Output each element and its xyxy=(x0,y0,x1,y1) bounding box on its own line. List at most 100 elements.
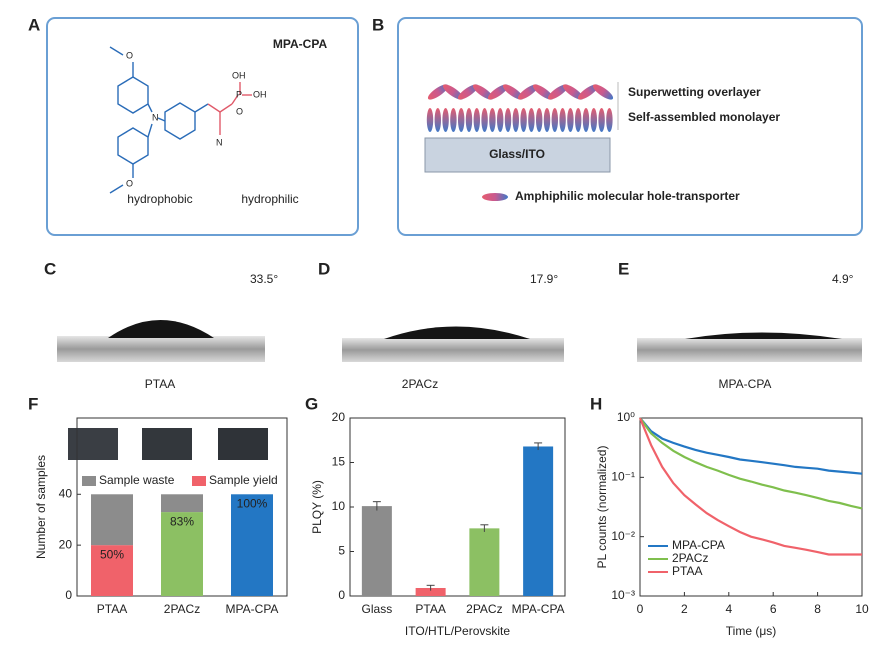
sam-molecule xyxy=(575,108,582,132)
molecule-hydrophilic xyxy=(207,82,252,135)
error-bar xyxy=(426,584,435,591)
sam-molecule xyxy=(551,108,558,132)
substrate xyxy=(342,338,564,362)
droplet xyxy=(685,332,842,339)
bar-segment xyxy=(161,512,203,596)
sam-molecule xyxy=(450,108,457,132)
decay-curve xyxy=(638,417,862,556)
substrate xyxy=(424,137,611,173)
legend-molecule xyxy=(482,193,508,201)
sam-molecule xyxy=(567,108,574,132)
atom-label: P xyxy=(236,89,242,99)
overlayer-molecule xyxy=(457,84,479,100)
x-tick-label: PTAA xyxy=(415,602,445,616)
legend-label: 2PACz xyxy=(672,551,708,565)
bar xyxy=(469,528,500,596)
atom-label: O xyxy=(126,50,133,60)
sam-molecule xyxy=(458,108,465,132)
bar-segment xyxy=(161,494,203,513)
y-tick-label: 20 xyxy=(332,410,346,424)
y-tick-label: 10 xyxy=(332,499,346,513)
legend-swatch xyxy=(82,476,96,486)
panel-frame xyxy=(46,17,359,236)
sam-molecule xyxy=(504,108,512,132)
substrate xyxy=(57,336,265,362)
sam-molecule xyxy=(426,108,434,132)
sam-molecule xyxy=(582,108,590,132)
error-bar xyxy=(372,501,381,511)
atom-label: O xyxy=(236,106,243,116)
y-tick-label: 5 xyxy=(338,544,345,558)
sam-molecule xyxy=(590,108,597,132)
panel-letter: A xyxy=(28,15,40,34)
x-tick-label: 10 xyxy=(855,602,869,616)
bar-segment xyxy=(91,545,133,596)
overlayer-molecule xyxy=(532,84,554,100)
sample-name: PTAA xyxy=(145,377,175,391)
x-tick-label: MPA-CPA xyxy=(512,602,565,616)
bar xyxy=(523,446,554,596)
y-tick-label: 0 xyxy=(338,588,345,602)
overlayer-molecule xyxy=(472,84,494,100)
bar xyxy=(361,506,392,596)
molecule-hydrophobic xyxy=(109,46,209,194)
panel-letter: F xyxy=(28,394,38,413)
legend-label: PTAA xyxy=(672,564,702,578)
sam-molecule xyxy=(536,108,543,132)
sam-molecule xyxy=(520,108,527,132)
overlayer-label: Superwetting overlayer xyxy=(628,85,761,99)
overlayer-molecule xyxy=(547,84,569,100)
monolayer-label: Self-assembled monolayer xyxy=(628,110,780,124)
error-bar xyxy=(534,442,543,451)
sam-molecule xyxy=(512,108,519,132)
decay-curve xyxy=(639,417,863,510)
panel-letter: C xyxy=(44,259,56,278)
x-tick-label: 2PACz xyxy=(164,602,200,616)
yield-label: 100% xyxy=(237,496,268,510)
x-tick-label: 6 xyxy=(770,602,777,616)
x-tick-label: 2PACz xyxy=(466,602,502,616)
error-bar xyxy=(480,524,489,532)
x-tick-label: 8 xyxy=(814,602,821,616)
x-axis-label: Time (μs) xyxy=(726,624,776,638)
y-tick-label: 10⁻³ xyxy=(611,588,635,602)
contact-angle: 33.5° xyxy=(250,272,278,286)
x-axis-label: ITO/HTL/Perovskite xyxy=(405,624,510,638)
sample-name: 2PACz xyxy=(402,377,438,391)
bar-segment xyxy=(91,494,133,546)
bar xyxy=(415,587,446,596)
hydrophilic-label: hydrophilic xyxy=(241,192,298,206)
sample-photo xyxy=(142,428,192,460)
droplet xyxy=(384,326,530,339)
sam-molecule xyxy=(559,108,566,132)
molecule-name: MPA-CPA xyxy=(273,37,328,51)
panel-letter: B xyxy=(372,15,384,34)
sam-molecule xyxy=(497,108,504,132)
y-tick-label: 15 xyxy=(332,455,346,469)
legend-label: Amphiphilic molecular hole-transporter xyxy=(515,189,740,203)
hydrophobic-label: hydrophobic xyxy=(127,192,192,206)
sam-molecule xyxy=(442,108,449,132)
y-axis-label: Number of samples xyxy=(34,455,48,559)
sam-molecule xyxy=(528,108,535,132)
atom-label: N xyxy=(216,137,223,147)
legend-label: MPA-CPA xyxy=(672,538,725,552)
sam-molecule xyxy=(465,108,473,132)
y-tick-label: 10⁻² xyxy=(611,529,635,543)
y-tick-label: 20 xyxy=(59,537,73,551)
decay-curve xyxy=(639,417,863,475)
bar-segment xyxy=(231,494,273,596)
substrate-label: Glass/ITO xyxy=(489,147,545,161)
legend-swatch xyxy=(192,476,206,486)
panel-frame xyxy=(397,17,863,236)
sample-name: MPA-CPA xyxy=(719,377,772,391)
overlayer-molecule xyxy=(517,84,539,100)
panel-letter: H xyxy=(590,394,602,413)
overlayer-molecule xyxy=(577,84,599,100)
legend-label: Sample waste xyxy=(99,473,175,487)
overlayer-molecule xyxy=(487,84,509,100)
sam-molecule xyxy=(543,108,551,132)
molecule-layers xyxy=(426,84,614,132)
